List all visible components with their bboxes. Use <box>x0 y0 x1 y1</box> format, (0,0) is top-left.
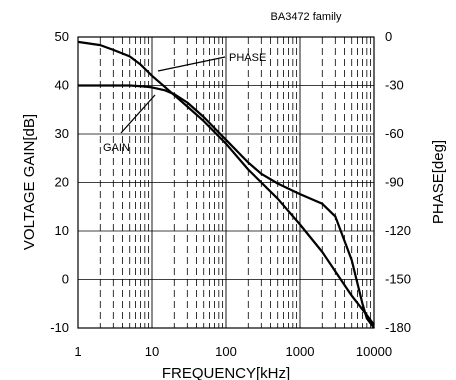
y-tick-label: 30 <box>55 126 69 141</box>
y-tick-label: 50 <box>55 29 69 44</box>
ticks: -10 0 10 20 30 40 50 -180 -150 -120 -90 -60 -30 0 1 10 1… <box>50 29 411 359</box>
y-tick-label: 20 <box>55 175 69 190</box>
grid <box>78 37 374 328</box>
x-tick-label: 1 <box>74 344 81 359</box>
phase-annotation-leader <box>157 56 226 72</box>
y-tick-label: 10 <box>55 223 69 238</box>
curves <box>77 40 375 329</box>
y2-tick-label: -150 <box>385 272 411 287</box>
x-tick-label: 1000 <box>286 344 315 359</box>
y2-tick-label: 0 <box>385 29 392 44</box>
y-tick-label: -10 <box>50 320 69 335</box>
series-line-gain <box>78 84 375 329</box>
y2-tick-label: -180 <box>385 320 411 335</box>
phase-annotation: PHASE <box>229 52 266 64</box>
x-axis-title: FREQUENCY[kHz] <box>162 365 290 380</box>
chart-subtitle: BA3472 family <box>271 11 342 23</box>
y2-tick-label: -90 <box>385 175 404 190</box>
y2-tick-label: -60 <box>385 126 404 141</box>
y-tick-label: 40 <box>55 78 69 93</box>
y2-tick-label: -120 <box>385 223 411 238</box>
x-tick-label: 10 <box>145 344 159 359</box>
y-tick-label: 0 <box>62 272 69 287</box>
gain-annotation: GAIN <box>103 142 130 154</box>
y2-tick-label: -30 <box>385 78 404 93</box>
x-tick-label: 100 <box>215 344 237 359</box>
series-line-phase <box>77 40 375 326</box>
gain-annotation-leader <box>120 94 156 134</box>
y-axis-title: VOLTAGE GAIN[dB] <box>21 114 38 250</box>
x-tick-label: 10000 <box>356 344 392 359</box>
y2-axis-title: PHASE[deg] <box>430 140 447 224</box>
